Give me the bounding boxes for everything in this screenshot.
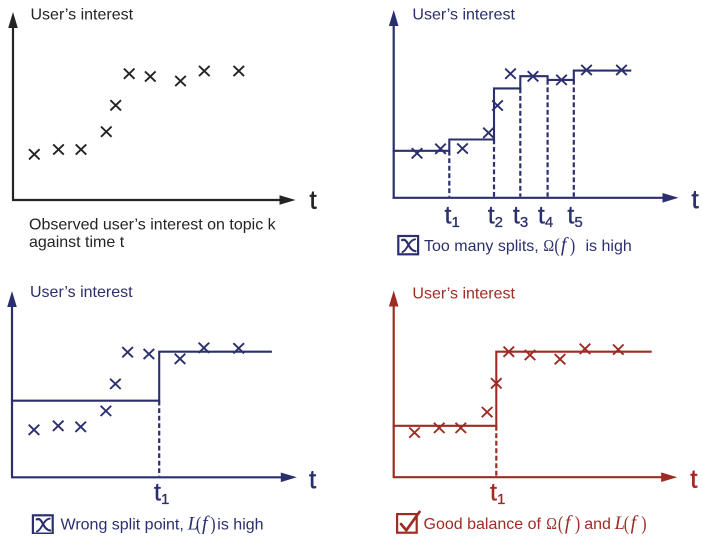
svg-text:t1: t1 <box>490 478 505 508</box>
svg-text:t5: t5 <box>567 202 582 232</box>
svg-text:t: t <box>692 184 700 214</box>
svg-text:(: ( <box>558 512 563 534</box>
svg-text:Wrong split point,: Wrong split point, <box>61 516 184 533</box>
svg-text:User’s interest: User’s interest <box>30 284 133 301</box>
svg-text:against time t: against time t <box>29 234 125 251</box>
svg-text:L: L <box>187 514 198 534</box>
svg-text:Ω: Ω <box>546 515 557 533</box>
svg-text:t3: t3 <box>513 202 528 232</box>
svg-text:User’s interest: User’s interest <box>412 7 515 24</box>
svg-text:t1: t1 <box>445 202 460 232</box>
svg-text:is high: is high <box>586 238 632 255</box>
svg-text:): ) <box>210 513 215 534</box>
svg-text:is high: is high <box>217 516 263 533</box>
svg-text:): ) <box>641 512 646 534</box>
svg-text:t2: t2 <box>488 202 503 232</box>
svg-text:User’s interest: User’s interest <box>412 286 515 303</box>
svg-text:t1: t1 <box>154 478 169 508</box>
svg-text:(: ( <box>624 512 629 534</box>
svg-text:Too many splits,: Too many splits, <box>424 238 539 255</box>
svg-text:Good balance of: Good balance of <box>424 516 542 533</box>
svg-text:f: f <box>202 512 210 534</box>
svg-text:Observed user’s interest on to: Observed user’s interest on topic k <box>29 216 277 233</box>
svg-text:f: f <box>565 512 573 534</box>
svg-text:): ) <box>570 234 575 257</box>
svg-text:(: ( <box>554 234 559 257</box>
svg-text:t: t <box>310 185 318 215</box>
svg-text:f: f <box>631 512 639 534</box>
svg-text:): ) <box>575 512 580 534</box>
svg-text:t: t <box>690 464 698 494</box>
svg-text:(: ( <box>196 513 201 534</box>
svg-text:f: f <box>561 234 569 256</box>
svg-text:Ω: Ω <box>543 237 554 255</box>
svg-text:User’s interest: User’s interest <box>31 7 134 24</box>
svg-text:L: L <box>614 514 625 534</box>
svg-text:and: and <box>584 516 611 533</box>
svg-text:t: t <box>309 464 317 494</box>
svg-text:t4: t4 <box>538 202 553 232</box>
